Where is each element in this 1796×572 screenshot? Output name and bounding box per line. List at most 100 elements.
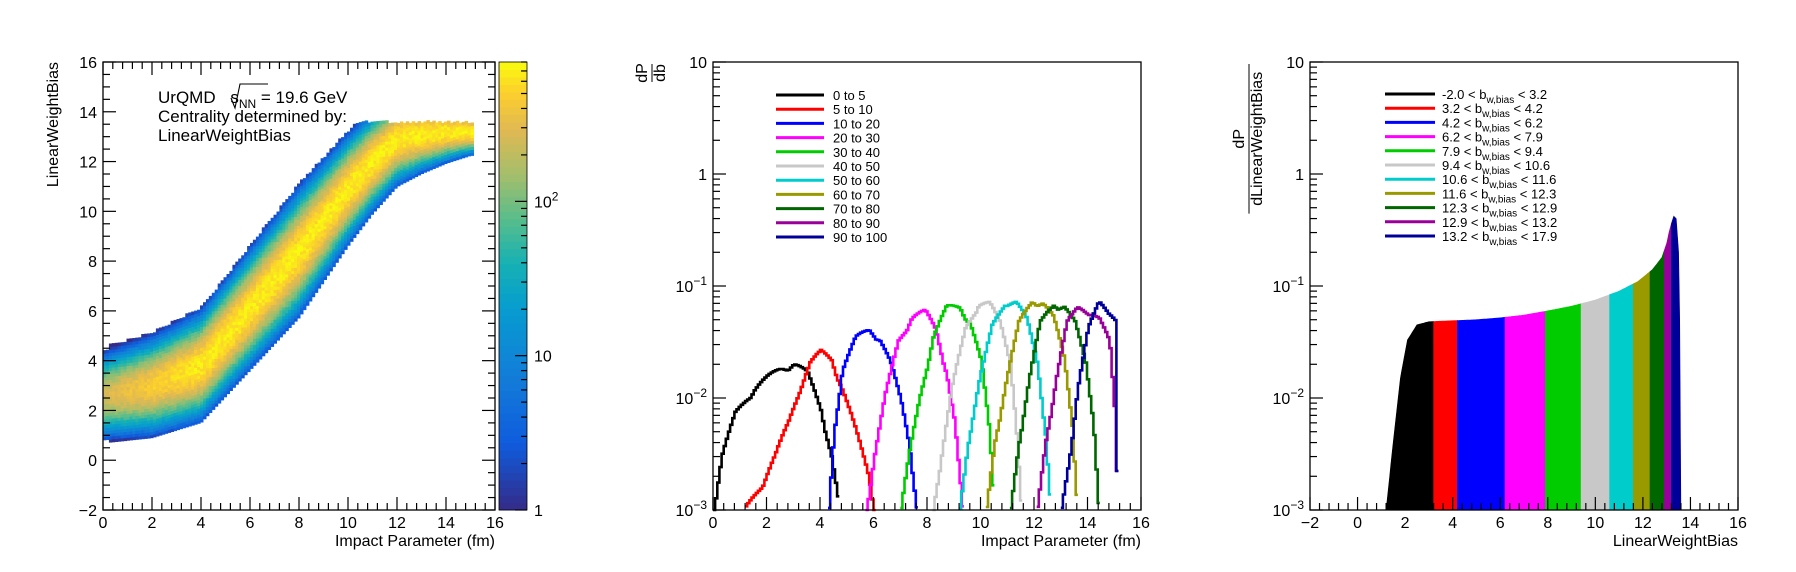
heatmap-cell bbox=[244, 371, 248, 376]
heatmap-cell bbox=[432, 132, 436, 137]
heatmap-cell bbox=[382, 189, 386, 193]
heatmap-cell bbox=[108, 376, 113, 380]
heatmap-cell bbox=[176, 420, 180, 425]
heatmap-cell bbox=[270, 277, 275, 282]
heatmap-cell bbox=[217, 292, 222, 297]
heatmap-cell bbox=[279, 298, 283, 302]
heatmap-cell bbox=[111, 376, 116, 380]
heatmap-cell bbox=[238, 267, 242, 271]
heatmap-cell bbox=[120, 434, 125, 439]
x-tick-label: 0 bbox=[1353, 515, 1362, 532]
heatmap-cell bbox=[320, 176, 325, 180]
heatmap-cell bbox=[302, 249, 307, 254]
heatmap-cell bbox=[238, 300, 242, 304]
heatmap-cell bbox=[347, 185, 351, 189]
heatmap-cell bbox=[338, 159, 342, 163]
heatmap-cell bbox=[208, 322, 213, 327]
heatmap-cell bbox=[291, 321, 295, 325]
heatmap-cell bbox=[294, 207, 298, 212]
heatmap-cell bbox=[158, 429, 163, 433]
heatmap-cell bbox=[341, 178, 345, 183]
series-line bbox=[865, 308, 964, 512]
heatmap-cell bbox=[305, 182, 310, 187]
heatmap-cell bbox=[367, 125, 372, 130]
heatmap-cell bbox=[244, 347, 248, 352]
heatmap-cell bbox=[185, 411, 189, 416]
heatmap-cell bbox=[170, 356, 175, 361]
heatmap-cell bbox=[252, 350, 257, 354]
heatmap-cell bbox=[297, 201, 301, 205]
heatmap-cell bbox=[297, 228, 301, 232]
heatmap-cell bbox=[300, 295, 304, 300]
colorbar-segment bbox=[499, 465, 527, 474]
heatmap-cell bbox=[452, 145, 457, 150]
heatmap-cell bbox=[214, 400, 219, 404]
heatmap-cell bbox=[370, 154, 374, 159]
heatmap-cell bbox=[302, 231, 307, 236]
heatmap-cell bbox=[235, 303, 239, 307]
heatmap-cell bbox=[188, 396, 192, 400]
heatmap-cell bbox=[108, 370, 113, 374]
heatmap-cell bbox=[305, 248, 310, 252]
heatmap-cell bbox=[147, 336, 151, 340]
heatmap-cell bbox=[170, 353, 175, 358]
heatmap-cell bbox=[126, 344, 130, 349]
heatmap-cell bbox=[194, 412, 198, 416]
heatmap-cell bbox=[341, 220, 345, 225]
heatmap-cell bbox=[158, 408, 163, 412]
heatmap-cell bbox=[449, 146, 454, 151]
heatmap-cell bbox=[258, 349, 263, 354]
sqrt-symbol bbox=[230, 83, 268, 110]
heatmap-cell bbox=[385, 179, 389, 184]
heatmap-cell bbox=[255, 329, 260, 333]
heatmap-cell bbox=[382, 147, 386, 151]
heatmap-cell bbox=[285, 291, 289, 296]
heatmap-cell bbox=[191, 407, 195, 411]
heatmap-cell bbox=[141, 414, 145, 419]
heatmap-cell bbox=[452, 133, 457, 138]
heatmap-cell bbox=[232, 354, 236, 358]
heatmap-cell bbox=[205, 340, 210, 345]
heatmap-cell bbox=[126, 419, 130, 423]
heatmap-cell bbox=[252, 317, 257, 321]
heatmap-cell bbox=[355, 140, 360, 145]
heatmap-cell bbox=[291, 294, 295, 298]
heatmap-cell bbox=[414, 140, 419, 145]
heatmap-cell bbox=[279, 303, 283, 308]
heatmap-cell bbox=[444, 151, 448, 156]
heatmap-cell bbox=[194, 373, 198, 377]
heatmap-cell bbox=[226, 312, 230, 317]
heatmap-cell bbox=[288, 213, 292, 218]
heatmap-cell bbox=[305, 299, 310, 303]
heatmap-cell bbox=[314, 238, 319, 243]
heatmap-cell bbox=[344, 225, 348, 229]
heatmap-cell bbox=[347, 164, 351, 168]
heatmap-cell bbox=[414, 158, 419, 163]
heatmap-cell bbox=[347, 227, 351, 231]
heatmap-cell bbox=[241, 353, 245, 358]
heatmap-cell bbox=[385, 182, 389, 187]
heatmap-cell bbox=[176, 336, 180, 341]
heatmap-cell bbox=[373, 207, 377, 212]
heatmap-cell bbox=[197, 318, 201, 323]
heatmap-cell bbox=[135, 346, 139, 351]
heatmap-cell bbox=[250, 296, 254, 301]
heatmap-cell bbox=[273, 241, 277, 246]
heatmap-cell bbox=[347, 242, 351, 246]
heatmap-cell bbox=[258, 332, 263, 336]
heatmap-cell bbox=[435, 146, 439, 150]
x-tick-label: 16 bbox=[1132, 515, 1150, 532]
heatmap-cell bbox=[220, 316, 225, 320]
heatmap-cell bbox=[132, 436, 136, 441]
heatmap-cell bbox=[161, 332, 166, 337]
heatmap-cell bbox=[326, 203, 330, 207]
heatmap-cell bbox=[288, 270, 292, 275]
heatmap-cell bbox=[208, 334, 213, 339]
heatmap-cell bbox=[370, 202, 374, 206]
heatmap-cell bbox=[294, 309, 298, 313]
heatmap-cell bbox=[132, 346, 136, 351]
heatmap-cell bbox=[267, 232, 272, 237]
heatmap-cell bbox=[217, 304, 222, 308]
legend-label-lt: < bbox=[1510, 130, 1525, 145]
heatmap-cell bbox=[252, 302, 257, 306]
